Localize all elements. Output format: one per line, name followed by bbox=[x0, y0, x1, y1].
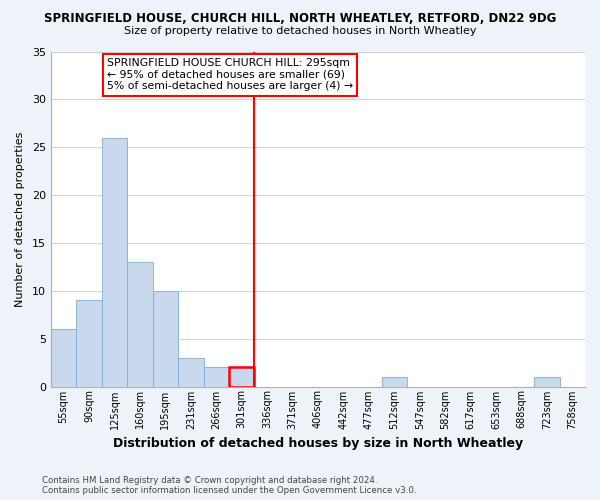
Bar bbox=[534, 377, 560, 386]
Bar bbox=[152, 291, 178, 386]
Bar bbox=[203, 368, 229, 386]
Bar bbox=[102, 138, 127, 386]
Text: Contains public sector information licensed under the Open Government Licence v3: Contains public sector information licen… bbox=[42, 486, 416, 495]
Bar bbox=[178, 358, 203, 386]
Text: Size of property relative to detached houses in North Wheatley: Size of property relative to detached ho… bbox=[124, 26, 476, 36]
Y-axis label: Number of detached properties: Number of detached properties bbox=[15, 132, 25, 306]
Bar bbox=[229, 368, 254, 386]
Text: SPRINGFIELD HOUSE, CHURCH HILL, NORTH WHEATLEY, RETFORD, DN22 9DG: SPRINGFIELD HOUSE, CHURCH HILL, NORTH WH… bbox=[44, 12, 556, 26]
Bar bbox=[382, 377, 407, 386]
Text: Contains HM Land Registry data © Crown copyright and database right 2024.: Contains HM Land Registry data © Crown c… bbox=[42, 476, 377, 485]
Bar bbox=[51, 329, 76, 386]
X-axis label: Distribution of detached houses by size in North Wheatley: Distribution of detached houses by size … bbox=[113, 437, 523, 450]
Bar bbox=[127, 262, 152, 386]
Bar bbox=[76, 300, 102, 386]
Text: SPRINGFIELD HOUSE CHURCH HILL: 295sqm
← 95% of detached houses are smaller (69)
: SPRINGFIELD HOUSE CHURCH HILL: 295sqm ← … bbox=[107, 58, 353, 92]
